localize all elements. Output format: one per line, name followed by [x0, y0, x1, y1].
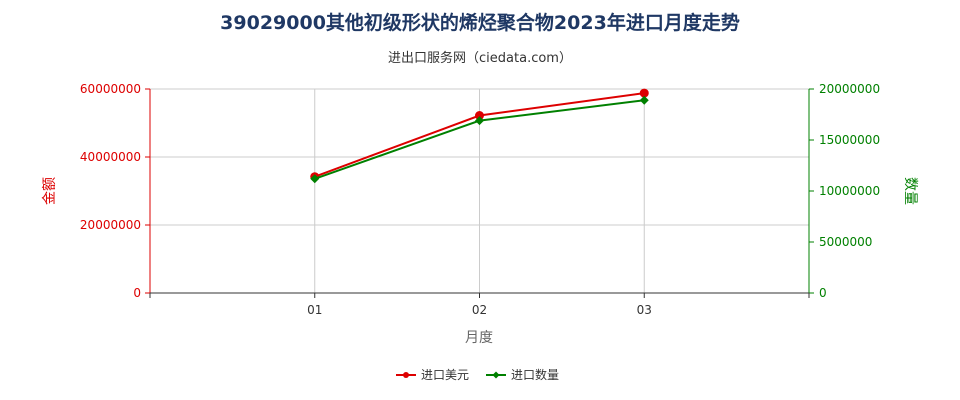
series-layer [310, 88, 649, 184]
x-tick-label: 01 [307, 303, 322, 317]
legend-label-import-usd: 进口美元 [421, 368, 469, 382]
x-tick-label: 02 [472, 303, 487, 317]
legend-marker-import-quantity [492, 371, 500, 379]
x-tick-label: 03 [637, 303, 652, 317]
legend-item-import-quantity[interactable]: 进口数量 [486, 367, 559, 382]
x-axis-title: 月度 [465, 330, 493, 346]
data-point-import-quantity[interactable] [639, 95, 649, 105]
y-right-tick-label: 20000000 [819, 82, 880, 96]
y-right-tick-label: 0 [819, 286, 827, 300]
grid-layer [150, 88, 810, 293]
y-axis-left-title: 金额 [42, 177, 58, 205]
y-right-tick-label: 15000000 [819, 133, 880, 147]
data-point-import-usd[interactable] [475, 111, 484, 121]
data-point-import-quantity[interactable] [475, 116, 484, 126]
data-point-import-quantity[interactable] [310, 174, 320, 184]
y-left-tick-label: 40000000 [80, 150, 141, 164]
chart-title: 39029000其他初级形状的烯烃聚合物2023年进口月度走势 [220, 11, 740, 34]
legend-item-import-usd[interactable]: 进口美元 [396, 368, 469, 382]
legend: 进口美元 进口数量 [396, 367, 559, 382]
y-left-tick-label: 60000000 [80, 82, 141, 96]
y-left-tick-label: 20000000 [80, 218, 141, 232]
legend-label-import-quantity: 进口数量 [511, 367, 559, 382]
data-point-import-usd[interactable] [639, 88, 649, 98]
y-axis-right-title: 数量 [902, 177, 918, 205]
legend-marker-import-usd [403, 372, 409, 378]
axes-layer: 0 20000000 40000000 60000000 0 5000000 1000000… [80, 82, 880, 317]
y-left-tick-label: 0 [133, 286, 141, 300]
chart-subtitle: 进出口服务网（ciedata.com） [388, 50, 572, 66]
y-right-tick-label: 10000000 [819, 184, 880, 198]
y-right-tick-label: 5000000 [819, 235, 872, 249]
